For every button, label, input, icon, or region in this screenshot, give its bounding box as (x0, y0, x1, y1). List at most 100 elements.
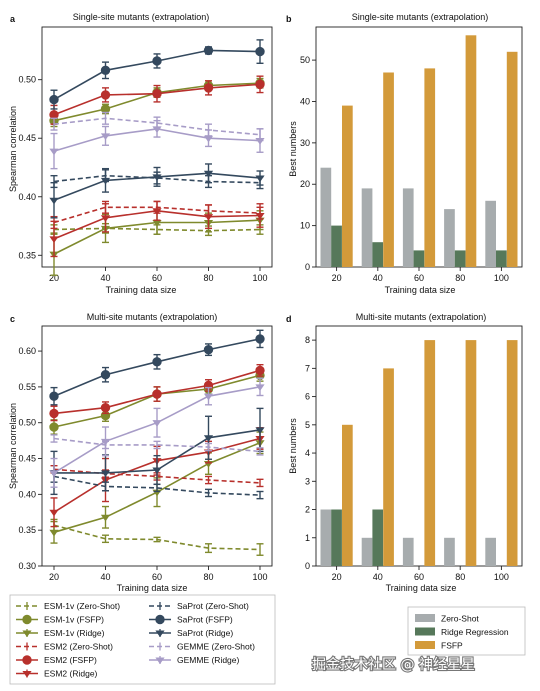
panel-b-ytick-label: 10 (300, 221, 310, 231)
panel-a-point (49, 148, 59, 156)
legend-line-label: ESM-1v (Ridge) (44, 628, 105, 638)
panel-c-xtick-label: 100 (252, 572, 267, 582)
panel-b-bar (331, 225, 342, 267)
legend-bar-swatch (415, 641, 435, 649)
legend-marker-swatch (22, 655, 32, 665)
panel-a-plot: 0.35 0.40 0.45 0.50 20 40 60 80 100 (18, 26, 273, 283)
panel-b-bar (465, 35, 477, 267)
panel-d-bar (465, 340, 477, 566)
panel-c-point (255, 427, 265, 435)
panel-b-xlabel: Training data size (385, 285, 456, 295)
panel-b-xtick-label: 60 (414, 273, 424, 283)
panel-a-point (100, 177, 111, 185)
legend-bar-swatch (415, 614, 435, 622)
panel-a-point (49, 197, 59, 205)
panel-b-bar (506, 51, 518, 267)
panel-d-xtick-label: 80 (455, 572, 465, 582)
panel-a-series-line (53, 117, 261, 136)
panel-a-point (203, 214, 214, 221)
panel-d-bar (402, 537, 414, 566)
panel-b-plot: 0 10 20 30 40 50 20 40 60 80 100 (300, 26, 523, 283)
panel-c-point (152, 357, 162, 367)
panel-c-ytick-label: 0.45 (18, 454, 36, 464)
line-legend: ESM-1v (Zero-Shot) ESM-1v (FSFP) ESM-1v (R… (9, 594, 276, 685)
legend-bar-swatch (415, 627, 435, 636)
panel-a-xtick-label: 100 (252, 273, 267, 283)
panel-a-xlabel: Training data size (106, 285, 177, 295)
panel-c-point (49, 529, 59, 537)
panel-a-ytick-label: 0.45 (18, 133, 36, 143)
panel-d-bar (320, 509, 332, 566)
panel-c-ytick-label: 0.60 (18, 346, 36, 356)
legend-line-label: SaProt (Zero-Shot) (177, 601, 249, 611)
panel-b-bar (402, 188, 414, 267)
panel-a-point (100, 215, 111, 222)
panel-c-ytick-label: 0.40 (18, 489, 36, 499)
panel-a-ytick-label: 0.40 (18, 192, 36, 202)
panel-a-series-line (53, 227, 261, 232)
panel-a-point (152, 126, 162, 133)
panel-c: c Multi-site mutants (extrapolation) Tra… (8, 312, 273, 593)
panel-b-bar (413, 250, 425, 267)
panel-a-point (49, 94, 59, 105)
panel-d-bar (444, 537, 455, 566)
panel-d-ytick-label: 0 (305, 561, 310, 571)
panel-b: b Single-site mutants (extrapolation) Tr… (286, 12, 523, 295)
panel-c-point (255, 365, 265, 376)
panel-a-point (100, 90, 111, 100)
panel-a-xtick-label: 80 (203, 273, 213, 283)
panel-a-ytick-label: 0.50 (18, 75, 36, 85)
panel-c-point (100, 470, 111, 478)
panel-a-xtick-label: 20 (49, 273, 59, 283)
panel-d-ytick-label: 7 (305, 363, 310, 373)
legend-line-label: SaProt (Ridge) (177, 628, 233, 638)
panel-c-xtick-label: 60 (152, 572, 162, 582)
panel-a-series-line (53, 174, 261, 184)
panel-c-point (203, 393, 214, 401)
panel-a-point (100, 65, 111, 76)
panel-a-point (49, 236, 59, 244)
panel-a-point (152, 208, 162, 215)
panel-d-ytick-label: 8 (305, 335, 310, 345)
panel-b-title: Single-site mutants (extrapolation) (352, 12, 489, 22)
legend-marker-swatch (155, 614, 165, 625)
panel-c-xtick-label: 20 (49, 572, 59, 582)
legend-line-label: ESM2 (FSFP) (44, 655, 97, 665)
panel-b-bar (454, 250, 466, 267)
panel-b-bar (342, 105, 353, 267)
panel-a-point (203, 83, 214, 93)
panel-d-bar (342, 424, 353, 566)
panel-b-ytick-label: 50 (300, 55, 310, 65)
panel-d-ytick-label: 2 (305, 505, 310, 515)
legend-marker-swatch (22, 614, 32, 625)
panel-c-letter: c (10, 314, 15, 324)
panel-c-point (100, 402, 111, 413)
panel-b-xtick-label: 40 (373, 273, 383, 283)
panel-d-ytick-label: 6 (305, 392, 310, 402)
panel-d-ytick-label: 4 (305, 448, 310, 458)
panel-a-point (255, 138, 265, 145)
panel-d-bar (372, 509, 384, 566)
line-legend-frame (9, 594, 276, 685)
panel-a-point (152, 174, 162, 181)
panel-a-point (152, 89, 162, 99)
panel-c-point (152, 420, 162, 427)
panel-a-xtick-label: 60 (152, 273, 162, 283)
legend-marker-swatch (22, 670, 32, 678)
panel-a-point (100, 133, 111, 141)
watermark: 掘金技术社区 @ 神经星星 (311, 656, 476, 674)
panel-b-bar (485, 200, 496, 267)
panel-a-letter: a (10, 14, 16, 24)
legend-line-label: ESM2 (Zero-Shot) (44, 642, 113, 652)
panel-d-ytick-label: 3 (305, 476, 310, 486)
panel-b-bar (496, 250, 507, 267)
panel-c-point (152, 467, 162, 475)
panel-b-xtick-label: 80 (455, 273, 465, 283)
panel-c-point (49, 408, 59, 419)
panel-c-ylabel: Spearman correlation (8, 403, 18, 489)
panel-c-point (203, 344, 214, 355)
panel-c-xlabel: Training data size (117, 583, 188, 593)
panel-b-ytick-label: 20 (300, 179, 310, 189)
panel-d-title: Multi-site mutants (extrapolation) (356, 312, 487, 322)
